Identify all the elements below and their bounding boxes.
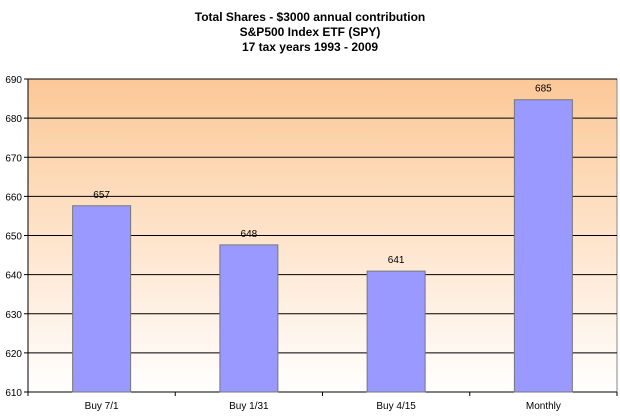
y-tick-label: 680 — [5, 114, 22, 125]
data-label: 685 — [535, 84, 552, 95]
title-line-2: S&P500 Index ETF (SPY) — [239, 25, 381, 39]
title-line-1: Total Shares - $3000 annual contribution — [194, 10, 426, 24]
y-tick-label: 630 — [5, 310, 22, 321]
y-tick-label: 610 — [5, 388, 22, 399]
chart-title: Total Shares - $3000 annual contribution… — [0, 10, 620, 55]
y-tick-label: 670 — [5, 153, 22, 164]
x-tick-label: Buy 7/1 — [85, 401, 119, 412]
y-tick-label: 690 — [5, 75, 22, 86]
y-tick-label: 640 — [5, 271, 22, 282]
bar-buy-7-1 — [72, 205, 132, 393]
data-label: 657 — [93, 190, 110, 201]
title-line-3: 17 tax years 1993 - 2009 — [241, 40, 379, 54]
data-label: 648 — [241, 229, 258, 240]
y-tick-label: 660 — [5, 192, 22, 203]
x-tick-label: Buy 4/15 — [376, 401, 416, 412]
x-tick-label: Buy 1/31 — [229, 401, 269, 412]
bar-monthly — [513, 99, 573, 393]
y-tick-label: 650 — [5, 232, 22, 243]
y-tick-label: 620 — [5, 349, 22, 360]
x-tick-label: Monthly — [526, 401, 561, 412]
bar-buy-4-15 — [366, 270, 426, 393]
bar-buy-1-31 — [219, 244, 279, 393]
data-label: 641 — [388, 255, 405, 266]
